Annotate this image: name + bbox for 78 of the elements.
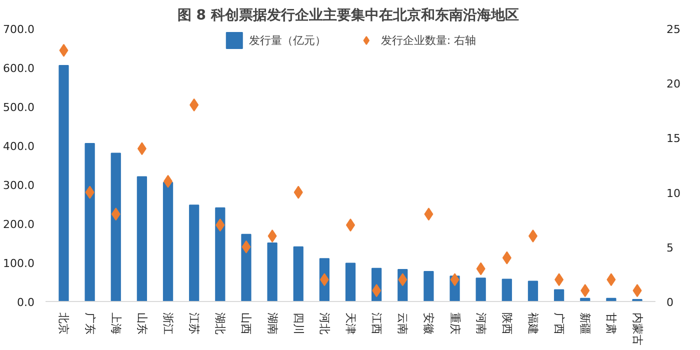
point — [424, 208, 434, 221]
point — [216, 218, 225, 232]
x-tick-label: 天津 — [344, 312, 357, 334]
bar — [58, 65, 69, 302]
bar — [502, 278, 512, 302]
point — [606, 273, 616, 286]
y2-tick-label: 5 — [666, 241, 674, 254]
x-tick-label: 广西 — [552, 312, 566, 334]
y-tick-label: 700.0 — [3, 23, 35, 36]
point — [268, 229, 277, 242]
x-tick-label: 江苏 — [188, 312, 201, 334]
x-tick-label: 江西 — [370, 312, 384, 334]
point — [164, 174, 173, 188]
point — [320, 273, 329, 286]
bar — [528, 280, 538, 302]
legend-label: 发行量（亿元） — [248, 32, 326, 48]
point — [372, 284, 382, 298]
y-tick-label: 200.0 — [3, 218, 35, 231]
x-tick-label: 陕西 — [500, 312, 514, 334]
x-tick-label: 四川 — [292, 312, 305, 334]
bar — [189, 204, 200, 302]
bar — [136, 176, 148, 302]
y-tick-label: 0.0 — [17, 296, 35, 309]
x-tick-label: 浙江 — [162, 312, 175, 334]
point — [242, 240, 251, 254]
bar — [424, 270, 434, 302]
x-tick-label: 北京 — [57, 312, 70, 334]
x-tick-label: 山东 — [135, 312, 148, 334]
bar — [215, 207, 226, 302]
x-tick-label: 湖北 — [214, 312, 227, 334]
x-tick-label: 福建 — [526, 312, 540, 334]
bar — [554, 289, 564, 302]
x-tick-label: 云南 — [396, 312, 410, 334]
bar — [345, 262, 356, 302]
x-tick-label: 新疆 — [578, 312, 592, 334]
x-tick-label: 山西 — [240, 312, 253, 334]
y2-tick-label: 15 — [666, 132, 680, 146]
point — [190, 98, 199, 112]
point — [59, 44, 68, 57]
point — [502, 251, 512, 264]
point — [528, 229, 538, 242]
point — [137, 142, 146, 156]
bar — [293, 246, 304, 302]
y2-tick-label: 10 — [666, 186, 680, 200]
bar — [110, 152, 121, 302]
point — [632, 284, 642, 298]
bar — [241, 234, 252, 302]
x-tick-label: 安徽 — [422, 312, 436, 334]
x-tick-label: 重庆 — [448, 312, 462, 334]
x-tick-label: 河南 — [474, 312, 488, 334]
point — [294, 186, 303, 199]
y-tick-label: 600.0 — [3, 62, 35, 75]
point — [580, 284, 590, 298]
x-tick-label: 河北 — [318, 312, 331, 334]
bar — [476, 278, 486, 302]
point — [398, 273, 408, 286]
bar — [267, 242, 278, 302]
y-tick-label: 400.0 — [3, 140, 35, 153]
legend-label: 发行企业数量: 右轴 — [380, 32, 476, 48]
y-tick-label: 100.0 — [3, 257, 35, 270]
point — [111, 208, 120, 221]
y-tick-label: 500.0 — [3, 101, 35, 114]
y2-tick-label: 0 — [666, 296, 674, 309]
y2-tick-label: 20 — [666, 78, 680, 91]
point — [476, 262, 486, 276]
bar — [162, 182, 174, 302]
x-tick-label: 广东 — [83, 312, 96, 334]
y-tick-label: 300.0 — [3, 179, 35, 192]
point — [450, 273, 460, 286]
bar — [84, 143, 95, 302]
x-tick-label: 上海 — [109, 312, 122, 334]
chart-title: 图 8 科创票据发行企业主要集中在北京和东南沿海地区 — [177, 6, 519, 24]
y2-tick-label: 25 — [666, 23, 680, 36]
x-tick-label: 内蒙古 — [630, 312, 644, 346]
point — [85, 186, 94, 199]
point — [554, 273, 564, 286]
x-tick-label: 甘肃 — [604, 312, 618, 334]
x-tick-label: 湖南 — [266, 312, 279, 334]
